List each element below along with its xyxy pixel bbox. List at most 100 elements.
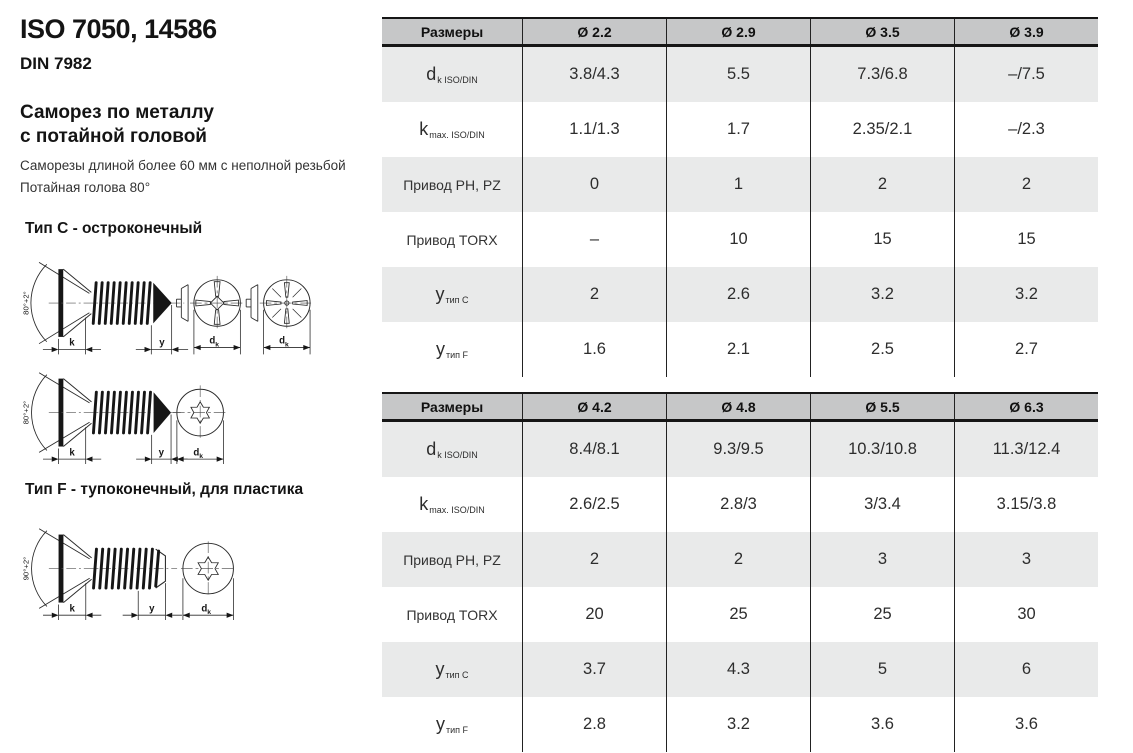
value-cell: 1 [666,157,810,212]
table-row: y тип C 3.7 4.3 5 6 [382,642,1098,697]
row-label: k max. ISO/DIN [419,494,485,515]
value-cell: 3.6 [810,697,954,752]
drawing-type-c-ph-pz: 80°+2° k y dk dk [21,262,312,355]
value-cell: 7.3/6.8 [810,47,954,102]
type-f-heading: Тип F - тупоконечный, для пластика [25,481,304,498]
column-header: Ø 2.9 [666,19,810,44]
value-cell: 1.6 [522,322,666,377]
value-cell: 2.7 [954,322,1098,377]
column-header: Ø 6.3 [954,394,1098,419]
product-name-line1: Саморез по металлу [20,102,214,123]
dim-label-y: y [159,447,165,458]
table-row: y тип F 1.6 2.1 2.5 2.7 [382,322,1098,377]
dim-label-dk: dk [209,336,219,349]
din-standard-label: DIN 7982 [20,54,92,73]
value-cell: 25 [810,587,954,642]
angle-label-type-c: 80°+2° [21,401,30,425]
row-label: k max. ISO/DIN [419,119,485,140]
value-cell: 5 [810,642,954,697]
row-label: Привод TORX [406,231,498,248]
column-header: Ø 3.9 [954,19,1098,44]
column-header: Ø 5.5 [810,394,954,419]
dim-label-k: k [69,603,75,614]
row-label: y тип C [435,659,469,680]
value-cell: 30 [954,587,1098,642]
table-row: Привод TORX –10 15 15 [382,212,1098,267]
value-cell: 2 [954,157,1098,212]
row-label: y тип F [435,714,469,735]
spec-table-small-diameters: Размеры Ø 2.2 Ø 2.9 Ø 3.5 Ø 3.9 d k ISO/DIN 3.8… [382,17,1098,377]
value-cell: 6 [954,642,1098,697]
value-cell: 9.3/9.5 [666,422,810,477]
value-cell: –/7.5 [954,47,1098,102]
value-cell: 4.3 [666,642,810,697]
value-cell: 20 [522,587,666,642]
value-cell: 2 [810,157,954,212]
type-c-heading: Тип C - остроконечный [25,220,203,237]
column-header: Ø 4.8 [666,394,810,419]
value-cell: 3.6 [954,697,1098,752]
value-cell: 3.8/4.3 [522,47,666,102]
dim-label-dk: dk [279,336,289,349]
table-row: k max. ISO/DIN 1.1/1.3 1.7 2.35/2.1 –/2.3 [382,102,1098,157]
value-cell: 1.7 [666,102,810,157]
value-cell: 8.4/8.1 [522,422,666,477]
drawing-type-f-torx: 90°+2° k y dk [21,528,236,621]
description-line2: Потайная голова 80° [20,180,151,195]
value-cell: 2 [522,267,666,322]
value-cell: 2.6/2.5 [522,477,666,532]
value-cell: 3.2 [810,267,954,322]
value-cell: 2.35/2.1 [810,102,954,157]
value-cell: 10 [666,212,810,267]
dim-label-dk: dk [201,603,211,616]
spec-table-large-diameters: Размеры Ø 4.2 Ø 4.8 Ø 5.5 Ø 6.3 d k ISO/DIN 8.4… [382,392,1098,752]
value-cell: 2.5 [810,322,954,377]
table-header-row: Размеры Ø 4.2 Ø 4.8 Ø 5.5 Ø 6.3 [382,394,1098,422]
table-header-row: Размеры Ø 2.2 Ø 2.9 Ø 3.5 Ø 3.9 [382,19,1098,47]
column-header: Ø 3.5 [810,19,954,44]
value-cell: 0 [522,157,666,212]
row-label: y тип F [435,339,469,360]
value-cell: 1.1/1.3 [522,102,666,157]
value-cell: – [522,212,666,267]
row-label: Привод PH, PZ [403,551,501,568]
table-corner-label: Размеры [420,398,484,415]
value-cell: 15 [810,212,954,267]
value-cell: 5.5 [666,47,810,102]
table-row: Привод PH, PZ 2 2 3 3 [382,532,1098,587]
column-header: Ø 2.2 [522,19,666,44]
column-header: Ø 4.2 [522,394,666,419]
value-cell: 2 [522,532,666,587]
dim-label-y: y [149,603,155,614]
table-row: y тип F 2.8 3.2 3.6 3.6 [382,697,1098,752]
product-name-line2: с потайной головой [20,126,207,147]
table-row: y тип C 2 2.6 3.2 3.2 [382,267,1098,322]
value-cell: –/2.3 [954,102,1098,157]
table-row: Привод PH, PZ 0 1 2 2 [382,157,1098,212]
value-cell: 2.1 [666,322,810,377]
dim-label-dk: dk [193,447,203,460]
drawing-type-c-torx: 80°+2° k y dk [21,372,228,464]
value-cell: 3 [954,532,1098,587]
angle-label-type-c: 80°+2° [21,291,30,315]
angle-label-type-f: 90°+2° [21,557,30,581]
value-cell: 3.7 [522,642,666,697]
dim-label-y: y [159,338,165,349]
value-cell: 3.2 [954,267,1098,322]
value-cell: 25 [666,587,810,642]
table-row: k max. ISO/DIN 2.6/2.5 2.8/3 3/3.4 3.15/3.8 [382,477,1098,532]
description-line1: Саморезы длиной более 60 мм с неполной р… [20,158,346,173]
value-cell: 3 [810,532,954,587]
value-cell: 2.8/3 [666,477,810,532]
row-label: Привод PH, PZ [403,176,501,193]
row-label: y тип C [435,284,469,305]
dim-label-k: k [69,338,75,349]
page-title: ISO 7050, 14586 [20,14,217,44]
value-cell: 3.2 [666,697,810,752]
value-cell: 2 [666,532,810,587]
value-cell: 2.6 [666,267,810,322]
